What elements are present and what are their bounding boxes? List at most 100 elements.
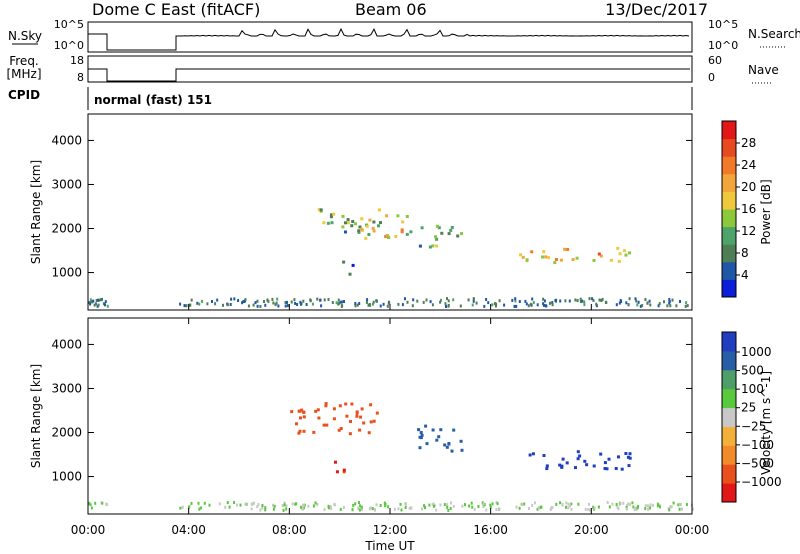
power-cell — [286, 300, 288, 304]
velocity-cell — [379, 504, 382, 507]
power-cell — [259, 305, 262, 308]
power-cell — [648, 299, 651, 303]
x-axis-label: Time UT — [364, 539, 415, 553]
power-cell — [591, 297, 594, 301]
power-cell — [429, 300, 432, 304]
velocity-cell — [410, 506, 413, 510]
velocity-cell — [418, 446, 422, 450]
velocity-cell — [523, 502, 526, 506]
velocity-cell — [565, 461, 569, 465]
colorbar-tick-label: −500 — [741, 456, 774, 470]
power-cell — [575, 256, 579, 260]
power-cell — [657, 304, 660, 308]
power-cell — [663, 300, 665, 304]
power-cell — [576, 299, 579, 303]
velocity-cell — [302, 507, 305, 511]
velocity-cell — [89, 503, 92, 507]
power-cell — [214, 302, 217, 306]
power-cell — [368, 218, 372, 222]
velocity-cell — [628, 452, 632, 456]
velocity-cell — [257, 503, 260, 507]
velocity-cell — [264, 508, 267, 512]
power-cell — [379, 221, 382, 225]
velocity-cell — [271, 503, 274, 507]
velocity-cell — [244, 502, 247, 506]
velocity-cell — [312, 430, 316, 434]
velocity-cell — [561, 502, 564, 506]
power-cell — [329, 215, 333, 219]
velocity-cell — [408, 506, 411, 510]
velocity-cell — [354, 502, 357, 506]
velocity-cell — [349, 420, 352, 423]
power-cell — [372, 302, 374, 306]
velocity-cell — [283, 503, 286, 507]
power-cell — [190, 298, 193, 302]
velocity-cell — [491, 502, 494, 506]
y-tick-label: 3000 — [51, 381, 82, 395]
power-cell — [272, 301, 275, 305]
velocity-cell — [332, 417, 336, 421]
velocity-cell — [324, 404, 328, 408]
velocity-cell — [443, 503, 446, 507]
power-cell — [472, 299, 475, 303]
power-cell — [541, 255, 545, 259]
power-cell — [579, 297, 582, 301]
power-cell — [226, 303, 229, 307]
power-cell — [514, 299, 517, 303]
velocity-cell — [619, 502, 622, 505]
velocity-cell — [375, 411, 379, 415]
power-cell — [623, 249, 626, 253]
power-cell — [675, 304, 678, 308]
velocity-cell — [521, 503, 524, 506]
power-cell — [598, 298, 601, 302]
nsky-panel: N.Sky 10^5 10^0 10^5 10^0 N.Search — [8, 18, 800, 53]
velocity-cell — [245, 502, 248, 506]
colorbar-swatch — [722, 226, 736, 245]
velocity-cell — [587, 502, 590, 506]
velocity-cell — [445, 445, 449, 449]
velocity-cell — [678, 503, 681, 506]
power-cell — [351, 220, 355, 223]
power-cell — [372, 220, 376, 224]
velocity-cell — [362, 421, 366, 425]
colorbar-swatch — [722, 332, 736, 352]
velocity-cell — [452, 504, 455, 508]
velocity-cell — [369, 420, 373, 424]
velocity-cell — [433, 504, 435, 508]
velocity-cell — [482, 502, 485, 505]
x-tick-label: 20:00 — [574, 523, 609, 537]
power-cell — [467, 298, 470, 302]
velocity-cell — [236, 503, 238, 507]
power-cell — [588, 297, 591, 301]
velocity-cell — [605, 467, 609, 471]
velocity-cell — [657, 504, 659, 508]
velocity-cell — [342, 470, 346, 474]
velocity-cell — [603, 467, 607, 470]
velocity-cell — [404, 502, 407, 505]
velocity-cell — [358, 501, 360, 505]
power-cell — [327, 298, 330, 301]
velocity-cell — [200, 506, 203, 510]
power-cell — [104, 303, 106, 307]
power-cell — [644, 298, 647, 301]
power-cell — [527, 304, 530, 308]
velocity-cell — [446, 505, 449, 509]
velocity-cell — [228, 505, 231, 509]
power-cell — [290, 300, 293, 304]
velocity-cell — [332, 407, 336, 411]
velocity-cell — [190, 501, 193, 505]
colorbar-swatch — [722, 279, 736, 298]
velocity-cell — [681, 507, 683, 511]
colorbar-tick-label: 1000 — [741, 345, 772, 359]
power-cell — [348, 272, 352, 276]
power-cell — [91, 300, 94, 304]
power-cell — [634, 297, 637, 301]
velocity-cell — [471, 505, 474, 509]
velocity-cell — [307, 504, 310, 508]
velocity-cell — [647, 504, 649, 508]
velocity-panel: 1000 2000 3000 4000 Slant Range [km] 1000 50… — [29, 317, 782, 515]
velocity-cell — [369, 506, 372, 510]
colorbar-swatch — [722, 121, 736, 140]
power-cell — [686, 304, 689, 308]
velocity-cell — [628, 456, 632, 460]
